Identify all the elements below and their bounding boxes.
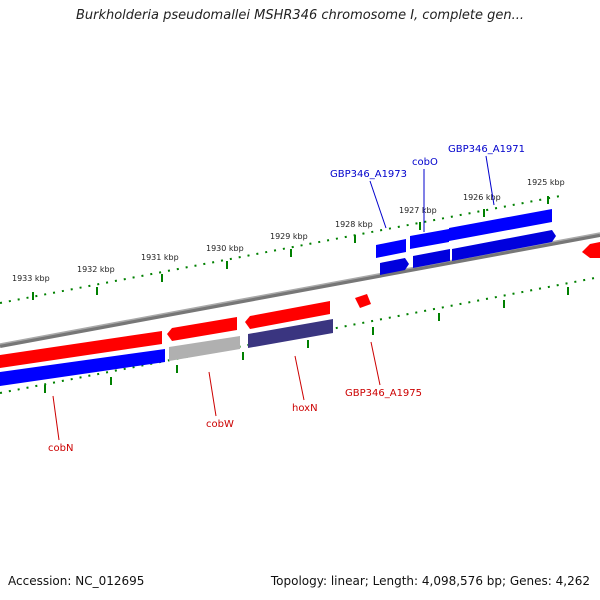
gene-edge-right[interactable] (582, 242, 600, 258)
scale-label-1931: 1931 kbp (141, 253, 179, 262)
forward-label-leaders (52, 341, 381, 441)
gene-cobN-fwd[interactable] (0, 331, 162, 368)
label-GBP346_A1973[interactable]: GBP346_A1973 (330, 169, 407, 180)
scale-label-1925: 1925 kbp (527, 178, 565, 187)
scale-label-1927: 1927 kbp (399, 206, 437, 215)
chromosome-backbone (0, 233, 600, 348)
scale-label-1928: 1928 kbp (335, 220, 373, 229)
reverse-genes-top[interactable] (376, 209, 556, 275)
label-cobN[interactable]: cobN (48, 443, 73, 454)
scale-label-1933: 1933 kbp (12, 274, 50, 283)
gene-block-2c[interactable] (380, 258, 409, 275)
accession-text: Accession: NC_012695 (8, 574, 145, 588)
label-GBP346_A1975[interactable]: GBP346_A1975 (345, 388, 422, 399)
gene-hoxN-fwd[interactable] (245, 301, 330, 329)
scale-label-1926: 1926 kbp (463, 193, 501, 202)
gene-cobW-fwd[interactable] (167, 317, 237, 341)
genome-summary: Topology: linear; Length: 4,098,576 bp; … (270, 574, 590, 588)
genome-title: Burkholderia pseudomallei MSHR346 chromo… (75, 8, 525, 23)
gene-cobW[interactable] (169, 336, 240, 361)
gene-GBP346_A1973[interactable] (376, 239, 406, 258)
reverse-label-leaders (369, 155, 495, 232)
gene-cobN[interactable] (0, 349, 165, 386)
label-hoxN[interactable]: hoxN (292, 403, 318, 414)
label-cobO[interactable]: cobO (412, 157, 438, 168)
gene-block-2a[interactable] (452, 230, 556, 261)
lower-major-ticks (44, 287, 569, 393)
forward-genes[interactable] (0, 242, 600, 368)
gene-small-red[interactable] (355, 294, 371, 308)
gene-cobO[interactable] (410, 229, 449, 249)
gene-block-2b[interactable] (413, 249, 450, 268)
gene-GBP346_A1971[interactable] (449, 209, 552, 241)
scale-label-1932: 1932 kbp (77, 265, 115, 274)
lower-row-genes[interactable] (0, 319, 333, 386)
label-cobW[interactable]: cobW (206, 419, 234, 430)
scale-label-1930: 1930 kbp (206, 244, 244, 253)
gene-hoxN[interactable] (248, 319, 333, 348)
scale-label-1929: 1929 kbp (270, 232, 308, 241)
upper-major-ticks (32, 196, 549, 300)
label-GBP346_A1971[interactable]: GBP346_A1971 (448, 144, 525, 155)
